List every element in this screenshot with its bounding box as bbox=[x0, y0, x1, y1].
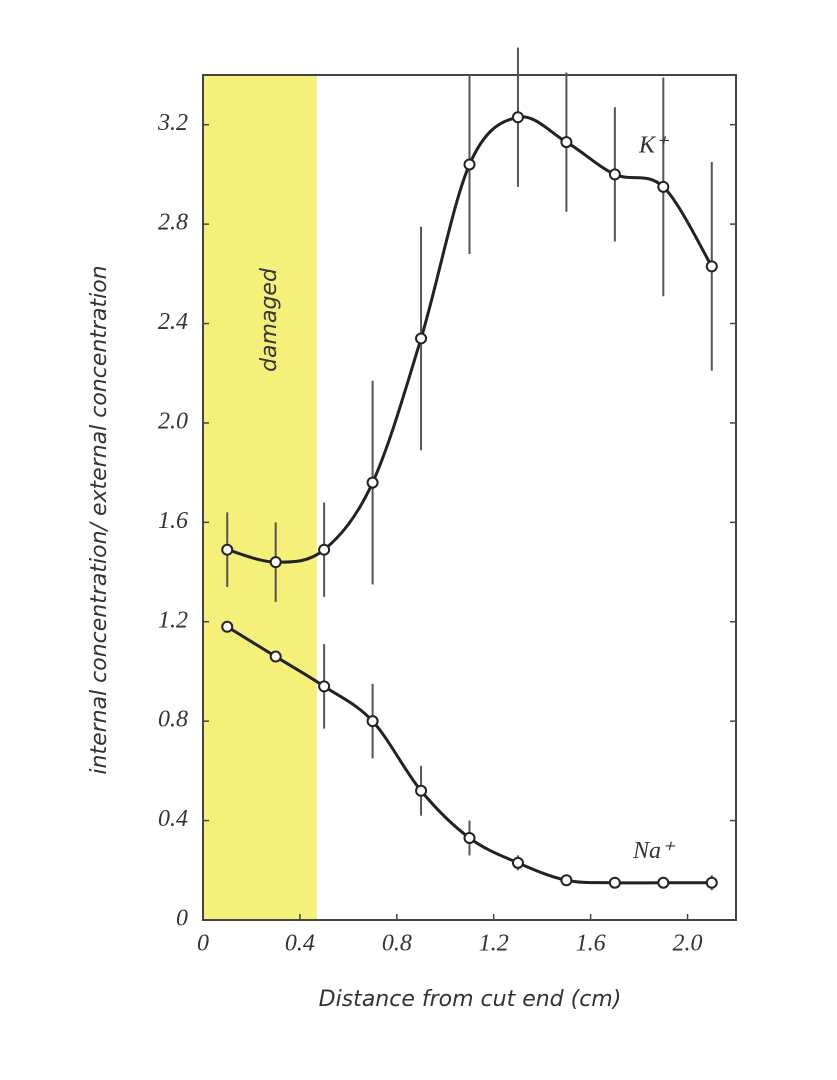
series-label: K⁺ bbox=[638, 132, 670, 158]
data-point bbox=[511, 856, 524, 869]
data-point bbox=[608, 876, 621, 889]
data-point bbox=[705, 260, 718, 273]
y-tick-label: 3.2 bbox=[157, 110, 188, 136]
data-point bbox=[415, 784, 428, 797]
x-tick-label: 1.2 bbox=[479, 931, 509, 957]
data-point bbox=[221, 543, 234, 556]
y-tick-label: 1.6 bbox=[158, 508, 188, 534]
data-point bbox=[366, 476, 379, 489]
y-tick-label: 1.2 bbox=[158, 607, 188, 633]
data-point bbox=[463, 158, 476, 171]
x-tick-label: 0.8 bbox=[382, 931, 412, 957]
y-tick-label: 2.4 bbox=[158, 309, 188, 335]
damaged-region bbox=[203, 75, 317, 920]
y-tick-label: 0.8 bbox=[158, 707, 188, 733]
x-tick-label: 2.0 bbox=[673, 931, 703, 957]
series-label: Na⁺ bbox=[632, 838, 676, 864]
data-point bbox=[657, 876, 670, 889]
data-point bbox=[415, 332, 428, 345]
data-point bbox=[608, 168, 621, 181]
y-tick-label: 2.8 bbox=[158, 210, 188, 236]
annotation-label: damaged bbox=[257, 267, 282, 372]
x-tick-label: 0 bbox=[197, 931, 209, 957]
data-point bbox=[463, 831, 476, 844]
y-tick-label: 2.0 bbox=[158, 408, 188, 434]
x-tick-label: 0.4 bbox=[285, 931, 315, 957]
y-tick-label: 0.4 bbox=[158, 806, 188, 832]
data-point bbox=[511, 111, 524, 124]
x-axis-label: Distance from cut end (cm) bbox=[319, 987, 622, 1012]
data-point bbox=[269, 650, 282, 663]
data-point bbox=[269, 556, 282, 569]
data-point bbox=[318, 543, 331, 556]
data-point bbox=[657, 180, 670, 193]
y-tick-label: 0 bbox=[176, 906, 188, 932]
data-point bbox=[366, 715, 379, 728]
y-axis-label: internal concentration/ external concent… bbox=[87, 265, 112, 774]
data-point bbox=[560, 136, 573, 149]
data-point bbox=[221, 620, 234, 633]
data-point bbox=[560, 874, 573, 887]
data-point bbox=[318, 680, 331, 693]
data-point bbox=[705, 876, 718, 889]
x-tick-label: 1.6 bbox=[576, 931, 606, 957]
